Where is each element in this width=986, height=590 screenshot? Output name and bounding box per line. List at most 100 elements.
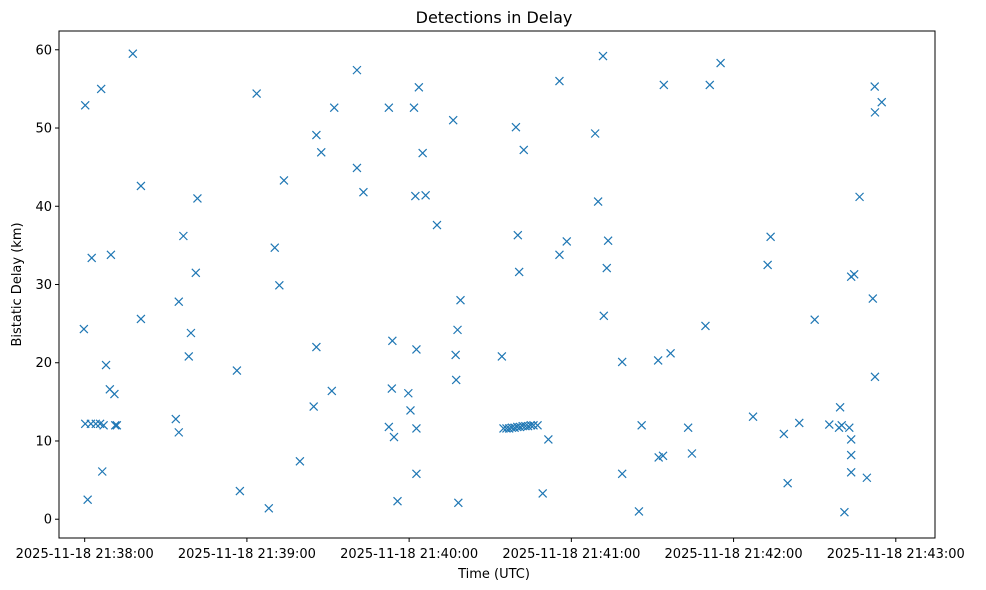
data-point: [136, 314, 146, 324]
plot-markers: [79, 49, 887, 517]
data-point: [810, 315, 820, 325]
data-point: [705, 80, 715, 90]
data-point: [184, 352, 194, 361]
data-point: [653, 355, 663, 365]
data-point: [387, 336, 397, 346]
data-point: [451, 375, 461, 385]
data-point: [844, 423, 854, 433]
data-point: [316, 147, 326, 157]
data-point: [171, 414, 181, 424]
data-point: [701, 321, 710, 331]
x-tick-label: 2025-11-18 21:41:00: [502, 547, 640, 562]
data-point: [432, 220, 442, 230]
data-point: [96, 84, 106, 94]
data-point: [511, 122, 521, 132]
data-point: [79, 324, 89, 334]
data-point: [99, 420, 109, 430]
data-point: [453, 325, 462, 335]
y-axis: 0 10 20 30 40 50 60: [35, 43, 59, 528]
data-point: [193, 194, 202, 203]
plot-frame: [58, 30, 936, 539]
data-point: [136, 181, 146, 191]
data-point: [80, 100, 90, 110]
data-point: [191, 268, 201, 278]
data-point: [763, 260, 773, 270]
data-point: [497, 352, 507, 361]
data-point: [590, 129, 600, 138]
data-point: [555, 76, 564, 86]
data-point: [311, 130, 321, 140]
data-point: [232, 366, 242, 375]
data-point: [846, 450, 856, 460]
data-point: [666, 348, 676, 358]
data-point: [794, 418, 804, 428]
data-point: [846, 434, 856, 444]
y-tick-label: 0: [44, 513, 52, 528]
data-point: [453, 498, 463, 508]
data-point: [451, 350, 461, 360]
x-tick-label: 2025-11-18 21:43:00: [827, 547, 965, 562]
data-point: [513, 230, 523, 240]
data-point: [384, 422, 394, 432]
data-point: [716, 58, 726, 68]
y-tick-label: 50: [35, 122, 52, 137]
data-point: [862, 473, 872, 483]
data-point: [174, 297, 184, 307]
data-point: [403, 388, 413, 398]
data-point: [252, 89, 262, 99]
data-point: [106, 250, 116, 260]
data-point: [327, 386, 337, 396]
data-point: [410, 191, 420, 201]
data-point: [112, 420, 122, 430]
data-point: [352, 65, 362, 75]
data-point: [174, 427, 184, 437]
data-point: [87, 253, 97, 263]
data-point: [868, 294, 878, 304]
data-point: [311, 342, 321, 352]
data-point: [870, 372, 880, 382]
data-point: [178, 231, 188, 241]
data-point: [264, 503, 274, 513]
data-point: [555, 250, 564, 260]
data-point: [835, 402, 845, 412]
data-point: [270, 243, 280, 253]
data-point: [783, 478, 793, 488]
data-point: [687, 449, 697, 458]
x-axis-label: Time (UTC): [457, 567, 530, 582]
data-point: [412, 469, 421, 479]
data-point: [683, 423, 693, 433]
x-tick-label: 2025-11-18 21:40:00: [340, 547, 478, 562]
y-tick-label: 20: [35, 356, 52, 371]
data-point: [637, 420, 647, 430]
data-point: [414, 82, 424, 92]
data-point: [748, 412, 758, 422]
data-point: [409, 103, 419, 113]
data-point: [519, 145, 529, 155]
y-axis-label: Bistatic Delay (km): [10, 222, 25, 346]
data-point: [538, 488, 548, 498]
data-point: [384, 103, 394, 113]
data-point: [274, 280, 284, 290]
data-point: [593, 197, 603, 206]
y-tick-label: 40: [35, 200, 52, 215]
data-point: [599, 311, 609, 321]
data-point: [186, 328, 196, 338]
data-point: [389, 432, 399, 442]
data-point: [514, 267, 524, 277]
data-point: [421, 190, 431, 200]
data-point: [101, 360, 111, 370]
data-point: [387, 384, 397, 393]
data-point: [543, 434, 553, 444]
data-point: [91, 419, 101, 429]
data-point: [849, 269, 859, 279]
data-point: [617, 469, 627, 479]
x-tick-label: 2025-11-18 21:42:00: [665, 547, 803, 562]
data-point: [448, 115, 458, 125]
data-point: [659, 80, 669, 90]
data-point: [97, 467, 107, 476]
data-point: [295, 456, 305, 466]
data-point: [598, 51, 608, 61]
data-point: [840, 507, 849, 517]
data-point: [617, 357, 627, 367]
